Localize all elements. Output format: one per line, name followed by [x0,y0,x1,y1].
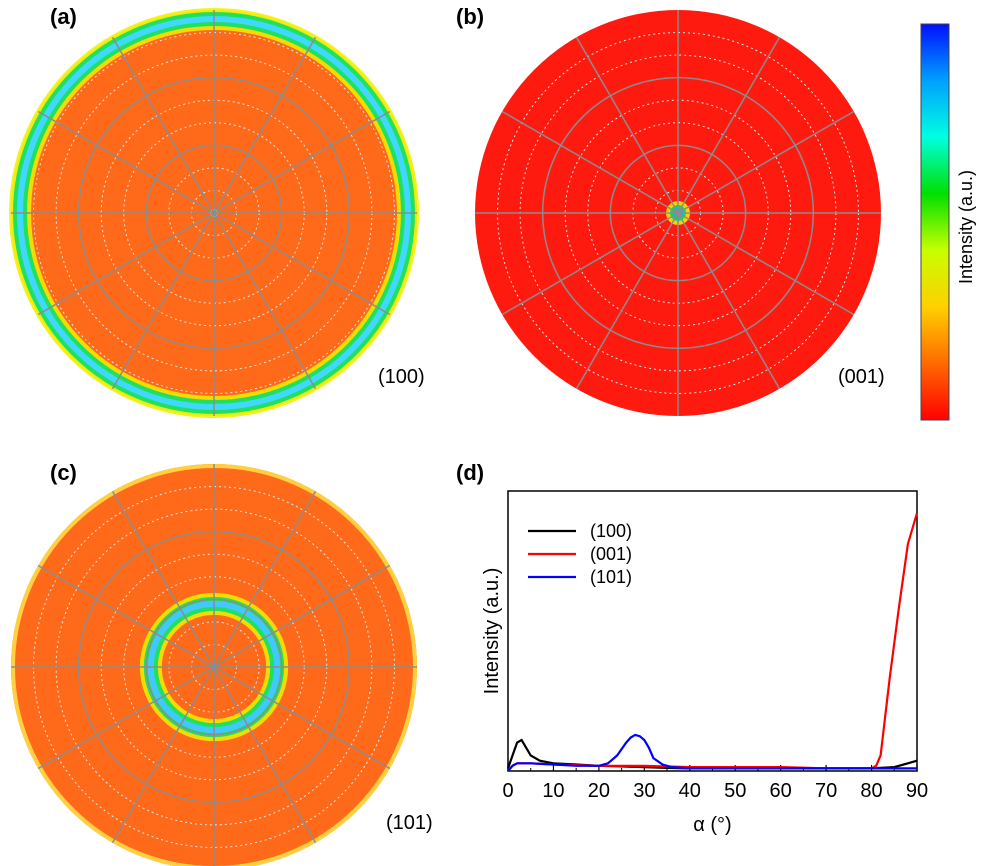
line-chart-d: 0 10 20 30 40 50 60 70 80 90 α (°) Intensity (a.u.)… [481,490,928,836]
series-line-101 [507,733,917,772]
colorbar-label: Intensity (a.u.) [956,169,976,284]
grid-spoke [575,36,679,214]
panel-letter-b: (b) [456,4,485,29]
pole-figure-100 [9,8,419,418]
grid-spoke [37,110,215,214]
grid-spoke [37,564,215,668]
grid-spoke [213,490,317,668]
grid-spoke [111,212,215,390]
panel-letter-c: (c) [50,460,77,485]
colorbar [920,23,950,421]
y-axis-label: Intensity (a.u.) [481,568,503,695]
x-tick-label: 0 [502,780,513,802]
grid-spoke [213,36,317,214]
x-tick-label: 30 [633,780,655,802]
legend-label: (101) [590,567,632,587]
grid-spoke [213,212,391,316]
grid-spoke [213,110,391,214]
x-tick-label: 10 [542,780,564,802]
grid-spoke [111,490,215,668]
grid-spoke [37,666,215,770]
panel-letter-d: (d) [456,460,485,485]
x-tick-label: 60 [770,780,792,802]
x-tick-label: 40 [679,780,701,802]
series-line-001 [507,512,919,772]
grid-spoke [37,212,215,316]
x-tick-label: 80 [860,780,882,802]
plane-label-a: (100) [378,366,425,388]
panel-letter-a: (a) [50,4,77,29]
grid-spoke [677,36,781,214]
grid-spoke [501,212,679,316]
grid-spoke [213,564,391,668]
grid-spoke [213,666,317,844]
x-axis-label: α (°) [693,814,731,836]
x-tick-label: 20 [588,780,610,802]
grid-spoke [677,212,781,390]
plane-label-c: (101) [386,812,433,834]
grid-spoke [677,212,855,316]
grid-spoke [213,666,391,770]
plot-frame [507,490,918,772]
grid-spoke [213,212,317,390]
grid-spoke [111,36,215,214]
legend-label: (001) [590,544,632,564]
grid-spoke [677,110,855,214]
x-tick-label: 50 [724,780,746,802]
x-tick-label: 90 [906,780,928,802]
x-tick-label: 70 [815,780,837,802]
grid-spoke [575,212,679,390]
grid-spoke [501,110,679,214]
legend-label: (100) [590,521,632,541]
grid-spoke [111,666,215,844]
pole-figure-001 [475,10,881,416]
plane-label-b: (001) [838,366,885,388]
pole-figure-101 [11,464,417,866]
